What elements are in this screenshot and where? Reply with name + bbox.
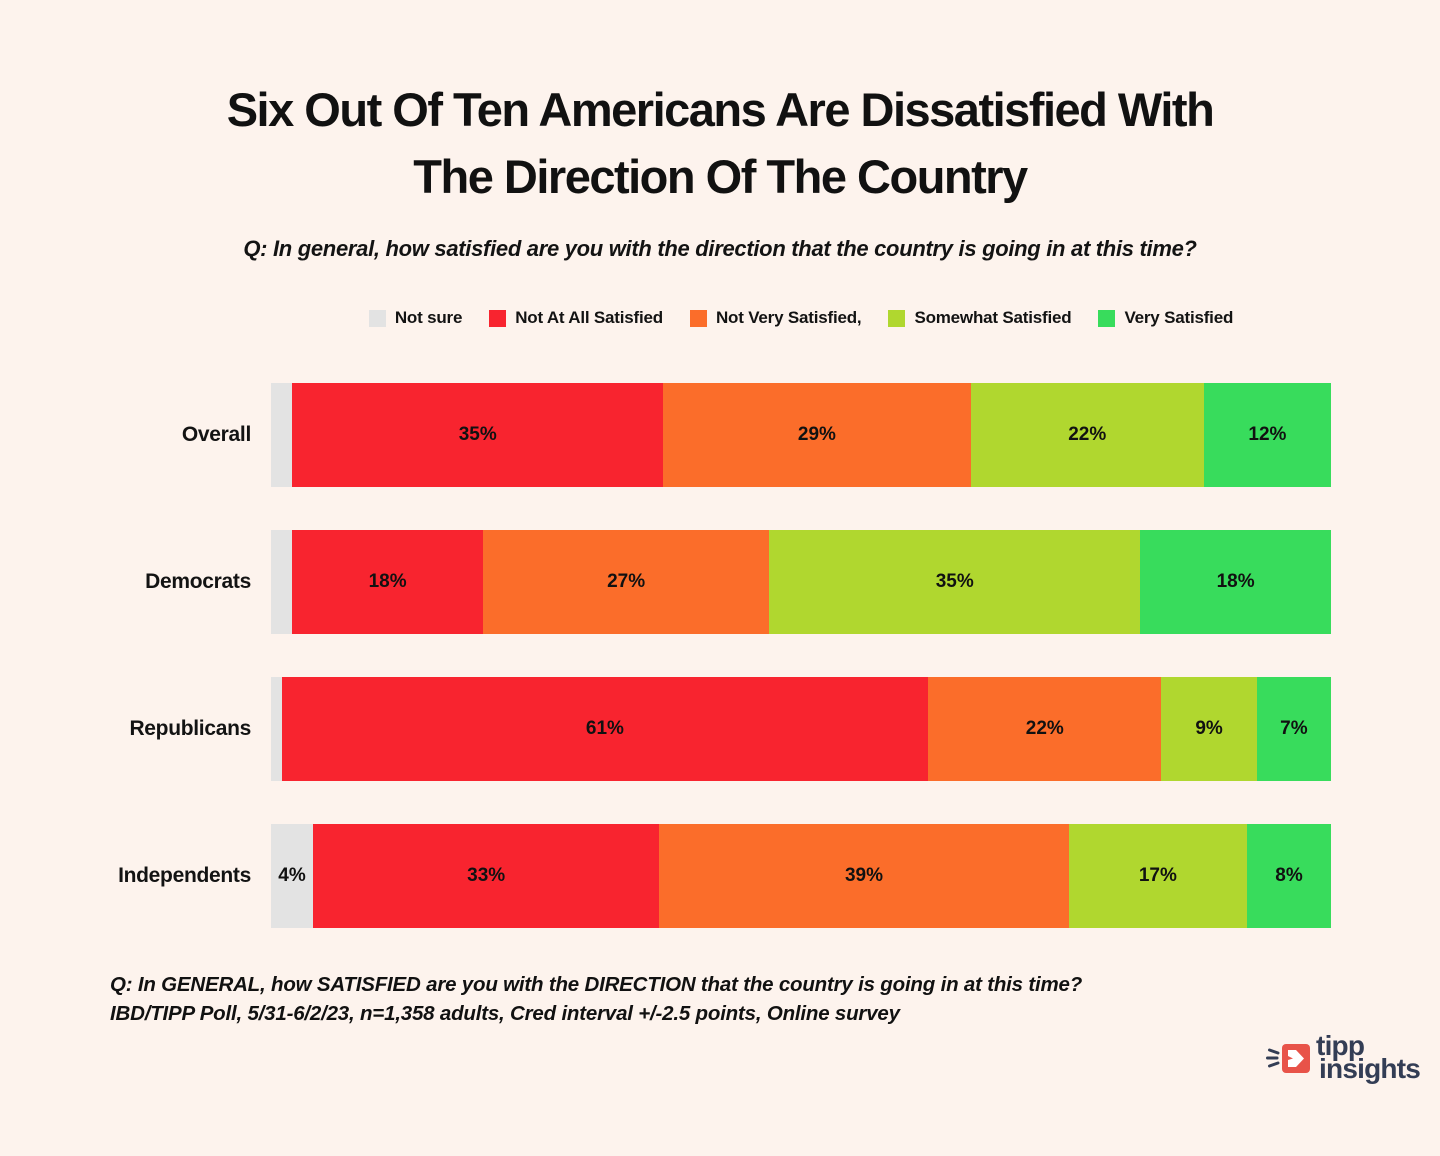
segment-value-label: 27% bbox=[607, 571, 646, 592]
legend-item-not-at-all-satisfied: Not At All Satisfied bbox=[489, 308, 663, 328]
legend-swatch-icon bbox=[888, 309, 906, 327]
segment-value-label: 29% bbox=[797, 424, 836, 445]
segment-value-label: 8% bbox=[1275, 865, 1303, 886]
segment-value-label: 22% bbox=[1068, 424, 1107, 445]
logo-word-tipp: tipp bbox=[1316, 1030, 1365, 1061]
bar-segment-republicans-not-very-satisfied: 22% bbox=[928, 677, 1162, 781]
legend-label: Not sure bbox=[394, 308, 463, 327]
stacked-bar-independents: 4% 33% 39% 17% 8% bbox=[271, 824, 1332, 928]
legend-label: Not Very Satisfied, bbox=[715, 308, 862, 327]
chart-row-republicans: Republicans 61% 22% 9% 7% bbox=[0, 677, 1440, 781]
bar-segment-overall-very-satisfied: 12% bbox=[1203, 383, 1332, 487]
segment-value-label: 17% bbox=[1138, 865, 1177, 886]
legend-swatch-icon bbox=[1098, 309, 1116, 327]
row-label-overall: Overall bbox=[181, 423, 251, 446]
page-title-line2: The Direction Of The Country bbox=[413, 150, 1028, 203]
chart-row-democrats: Democrats 18% 27% 35% 18% bbox=[0, 530, 1440, 634]
segment-value-label: 61% bbox=[585, 718, 624, 739]
legend-item-not-sure: Not sure bbox=[368, 308, 463, 328]
chart-row-overall: Overall 35% 29% 22% 12% bbox=[0, 383, 1440, 487]
stacked-bar-chart: Overall 35% 29% 22% 12% Democrats 18% 27% 35% 18%… bbox=[0, 383, 1440, 928]
chart-row-independents: Independents 4% 33% 39% 17% 8% bbox=[0, 824, 1440, 928]
segment-value-label: 22% bbox=[1025, 718, 1064, 739]
bar-segment-democrats-not-very-satisfied: 27% bbox=[483, 530, 770, 634]
segment-value-label: 35% bbox=[935, 571, 974, 592]
bar-segment-independents-not-at-all-satisfied: 33% bbox=[312, 824, 660, 928]
row-label-republicans: Republicans bbox=[129, 717, 251, 740]
bar-segment-democrats-not-sure bbox=[271, 530, 293, 634]
bar-segment-democrats-not-at-all-satisfied: 18% bbox=[292, 530, 483, 634]
legend-swatch-icon bbox=[368, 309, 386, 327]
bar-segment-overall-not-sure bbox=[271, 383, 293, 487]
tipp-insights-logo-icon bbox=[1266, 1044, 1311, 1073]
footer: Q: In GENERAL, how SATISFIED are you wit… bbox=[110, 970, 1380, 1028]
segment-value-label: 12% bbox=[1248, 424, 1287, 445]
legend-label: Very Satisfied bbox=[1124, 308, 1234, 327]
bar-segment-overall-not-very-satisfied: 29% bbox=[663, 383, 971, 487]
legend-item-very-satisfied: Very Satisfied bbox=[1098, 308, 1233, 328]
stacked-bar-overall: 35% 29% 22% 12% bbox=[271, 383, 1332, 487]
chart-subtitle-question: Q: In general, how satisfied are you wit… bbox=[243, 236, 1197, 261]
segment-value-label: 7% bbox=[1280, 718, 1308, 739]
tipp-insights-logo: tipp insights bbox=[1266, 1030, 1421, 1084]
legend-swatch-icon bbox=[489, 309, 507, 327]
segment-value-label: 35% bbox=[458, 424, 497, 445]
footer-methodology-line: IBD/TIPP Poll, 5/31-6/2/23, n=1,358 adul… bbox=[110, 1002, 900, 1025]
row-label-democrats: Democrats bbox=[145, 570, 251, 593]
legend-label: Somewhat Satisfied bbox=[914, 308, 1072, 327]
legend: Not sure Not At All Satisfied Not Very Sat… bbox=[271, 308, 1331, 328]
legend-item-somewhat-satisfied: Somewhat Satisfied bbox=[888, 308, 1072, 328]
bar-segment-republicans-very-satisfied: 7% bbox=[1256, 677, 1331, 781]
bar-segment-republicans-not-sure bbox=[271, 677, 282, 781]
stacked-bar-republicans: 61% 22% 9% 7% bbox=[271, 677, 1331, 781]
segment-value-label: 4% bbox=[278, 865, 306, 886]
bar-segment-independents-somewhat-satisfied: 17% bbox=[1068, 824, 1248, 928]
segment-value-label: 18% bbox=[368, 571, 407, 592]
bar-segment-independents-very-satisfied: 8% bbox=[1247, 824, 1332, 928]
stacked-bar-democrats: 18% 27% 35% 18% bbox=[271, 530, 1331, 634]
bar-segment-independents-not-very-satisfied: 39% bbox=[659, 824, 1069, 928]
legend-item-not-very-satisfied: Not Very Satisfied, bbox=[689, 308, 862, 328]
bar-segment-independents-not-sure: 4% bbox=[271, 824, 313, 928]
bar-segment-overall-somewhat-satisfied: 22% bbox=[970, 383, 1204, 487]
bar-segment-republicans-not-at-all-satisfied: 61% bbox=[281, 677, 929, 781]
page-title-line1: Six Out Of Ten Americans Are Dissatisfie… bbox=[226, 83, 1215, 136]
bar-segment-overall-not-at-all-satisfied: 35% bbox=[292, 383, 664, 487]
footer-question-line: Q: In GENERAL, how SATISFIED are you wit… bbox=[110, 973, 1083, 996]
bar-segment-democrats-somewhat-satisfied: 35% bbox=[769, 530, 1141, 634]
legend-swatch-icon bbox=[689, 309, 707, 327]
page-title: Six Out Of Ten Americans Are Dissatisfie… bbox=[60, 76, 1380, 210]
segment-value-label: 18% bbox=[1216, 571, 1255, 592]
row-label-independents: Independents bbox=[118, 864, 251, 887]
logo-word-insights: insights bbox=[1319, 1053, 1421, 1084]
segment-value-label: 33% bbox=[467, 865, 506, 886]
legend-label: Not At All Satisfied bbox=[515, 308, 663, 327]
tipp-insights-logo-text: tipp insights bbox=[1316, 1030, 1421, 1084]
bar-segment-democrats-very-satisfied: 18% bbox=[1140, 530, 1331, 634]
segment-value-label: 9% bbox=[1195, 718, 1223, 739]
segment-value-label: 39% bbox=[844, 865, 883, 886]
bar-segment-republicans-somewhat-satisfied: 9% bbox=[1161, 677, 1257, 781]
